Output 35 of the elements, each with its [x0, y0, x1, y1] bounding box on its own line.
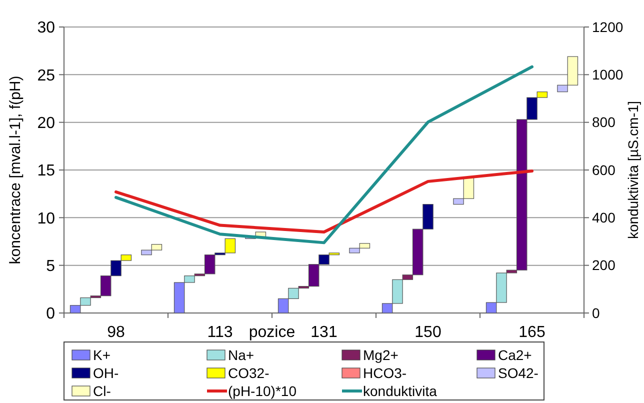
- y-tick-label: 0: [46, 306, 56, 323]
- legend-label: Ca2+: [498, 347, 532, 363]
- x-tick-label: 131: [310, 324, 338, 341]
- legend-label: K+: [93, 347, 111, 363]
- y-tick-label: 30: [37, 20, 56, 37]
- legend-label: (pH-10)*10: [228, 383, 297, 399]
- x-axis-title: pozice: [248, 324, 296, 341]
- line-series: [114, 169, 534, 234]
- legend-label: Na+: [228, 347, 254, 363]
- y2-tick-label: 1200: [592, 18, 624, 35]
- y2-tick-label: 600: [592, 162, 616, 178]
- legend-label: OH-: [93, 365, 119, 381]
- legend-label: konduktivita: [363, 383, 438, 399]
- y-tick-label: 5: [46, 258, 56, 275]
- y2-tick-label: 400: [592, 210, 616, 226]
- y-tick-label: 10: [37, 210, 56, 228]
- legend-label: SO42-: [498, 365, 539, 381]
- x-tick-label: 113: [207, 324, 233, 341]
- x-tick-label: 165: [518, 324, 546, 341]
- y2-tick-label: 200: [592, 257, 616, 274]
- legend-label: CO32-: [228, 365, 270, 381]
- y-axis-title: koncentrace [mval.l-1], f(pH): [7, 76, 24, 264]
- y2-axis-title: konduktivita [µS.cm-1]: [625, 100, 641, 240]
- legend-label: Mg2+: [363, 347, 398, 363]
- y2-tick-label: 1000: [592, 66, 624, 83]
- x-tick-label: 98: [107, 324, 125, 341]
- line-series: [114, 65, 534, 244]
- legend-label: Cl-: [93, 383, 112, 399]
- x-tick-label: 150: [414, 324, 442, 341]
- y2-tick-label: 0: [592, 304, 600, 321]
- y-tick-label: 15: [37, 162, 56, 180]
- y2-tick-label: 800: [592, 114, 616, 130]
- y-tick-label: 25: [37, 67, 56, 84]
- y-tick-label: 20: [37, 114, 56, 132]
- legend-label: HCO3-: [363, 365, 407, 381]
